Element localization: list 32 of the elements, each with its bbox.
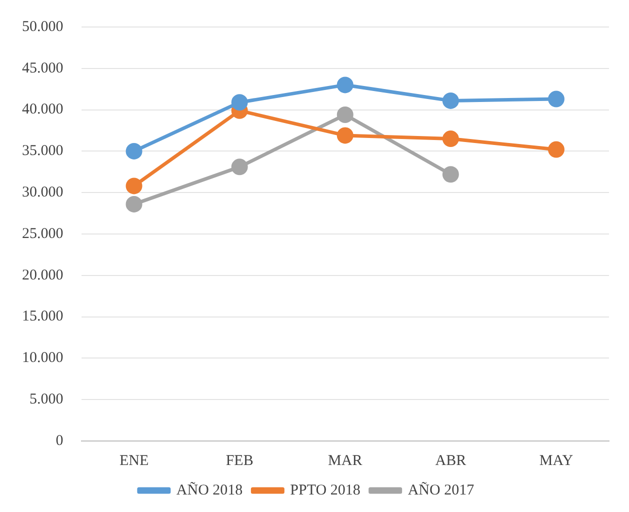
y-tick-label: 10.000 — [22, 350, 64, 366]
legend-label: AÑO 2017 — [408, 481, 475, 498]
point — [336, 127, 354, 144]
point — [442, 92, 459, 109]
y-tick-label: 15.000 — [22, 308, 64, 325]
point — [126, 142, 142, 160]
y-tick-label: 50.000 — [22, 18, 64, 35]
point — [548, 90, 564, 108]
x-tick-label: MAY — [539, 452, 574, 469]
point — [126, 196, 142, 212]
x-tick-label: ABR — [435, 452, 466, 469]
y-tick-label: 45.000 — [22, 60, 64, 76]
legend-label: PPTO 2018 — [290, 482, 360, 498]
x-tick-label: FEB — [226, 452, 254, 469]
point — [231, 158, 248, 176]
x-tick-label: MAR — [328, 452, 362, 469]
point — [442, 166, 459, 183]
y-tick-label: 30.000 — [22, 184, 64, 201]
legend-label: AÑO 2018 — [176, 481, 243, 498]
point — [548, 141, 564, 158]
y-tick-label: 20.000 — [22, 267, 64, 284]
point — [336, 106, 354, 124]
x-tick-label: ENE — [119, 452, 149, 469]
y-tick-label: 25.000 — [22, 226, 64, 242]
y-tick-label: 5.000 — [30, 392, 64, 408]
point — [231, 94, 248, 111]
y-tick-label: 0 — [56, 432, 64, 449]
y-tick-label: 40.000 — [22, 102, 64, 118]
point — [442, 130, 459, 148]
point — [126, 178, 142, 194]
y-tick-label: 35.000 — [22, 143, 64, 160]
point — [336, 76, 354, 94]
